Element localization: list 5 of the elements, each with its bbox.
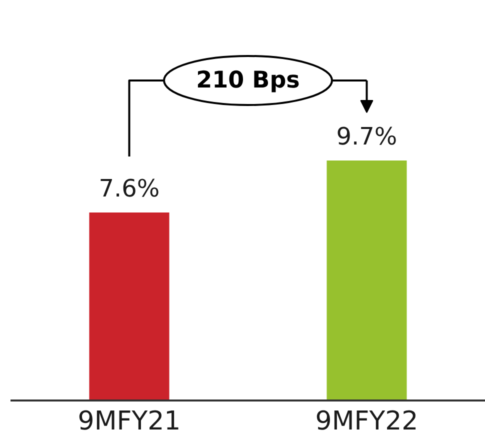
x-tick-label: 9MFY22 <box>315 406 418 436</box>
text: 210 Bps <box>196 68 300 94</box>
x-tick-label: 9MFY21 <box>78 406 181 436</box>
data-label: 7.6% <box>98 174 160 202</box>
data-label: 9.7% <box>336 122 398 150</box>
